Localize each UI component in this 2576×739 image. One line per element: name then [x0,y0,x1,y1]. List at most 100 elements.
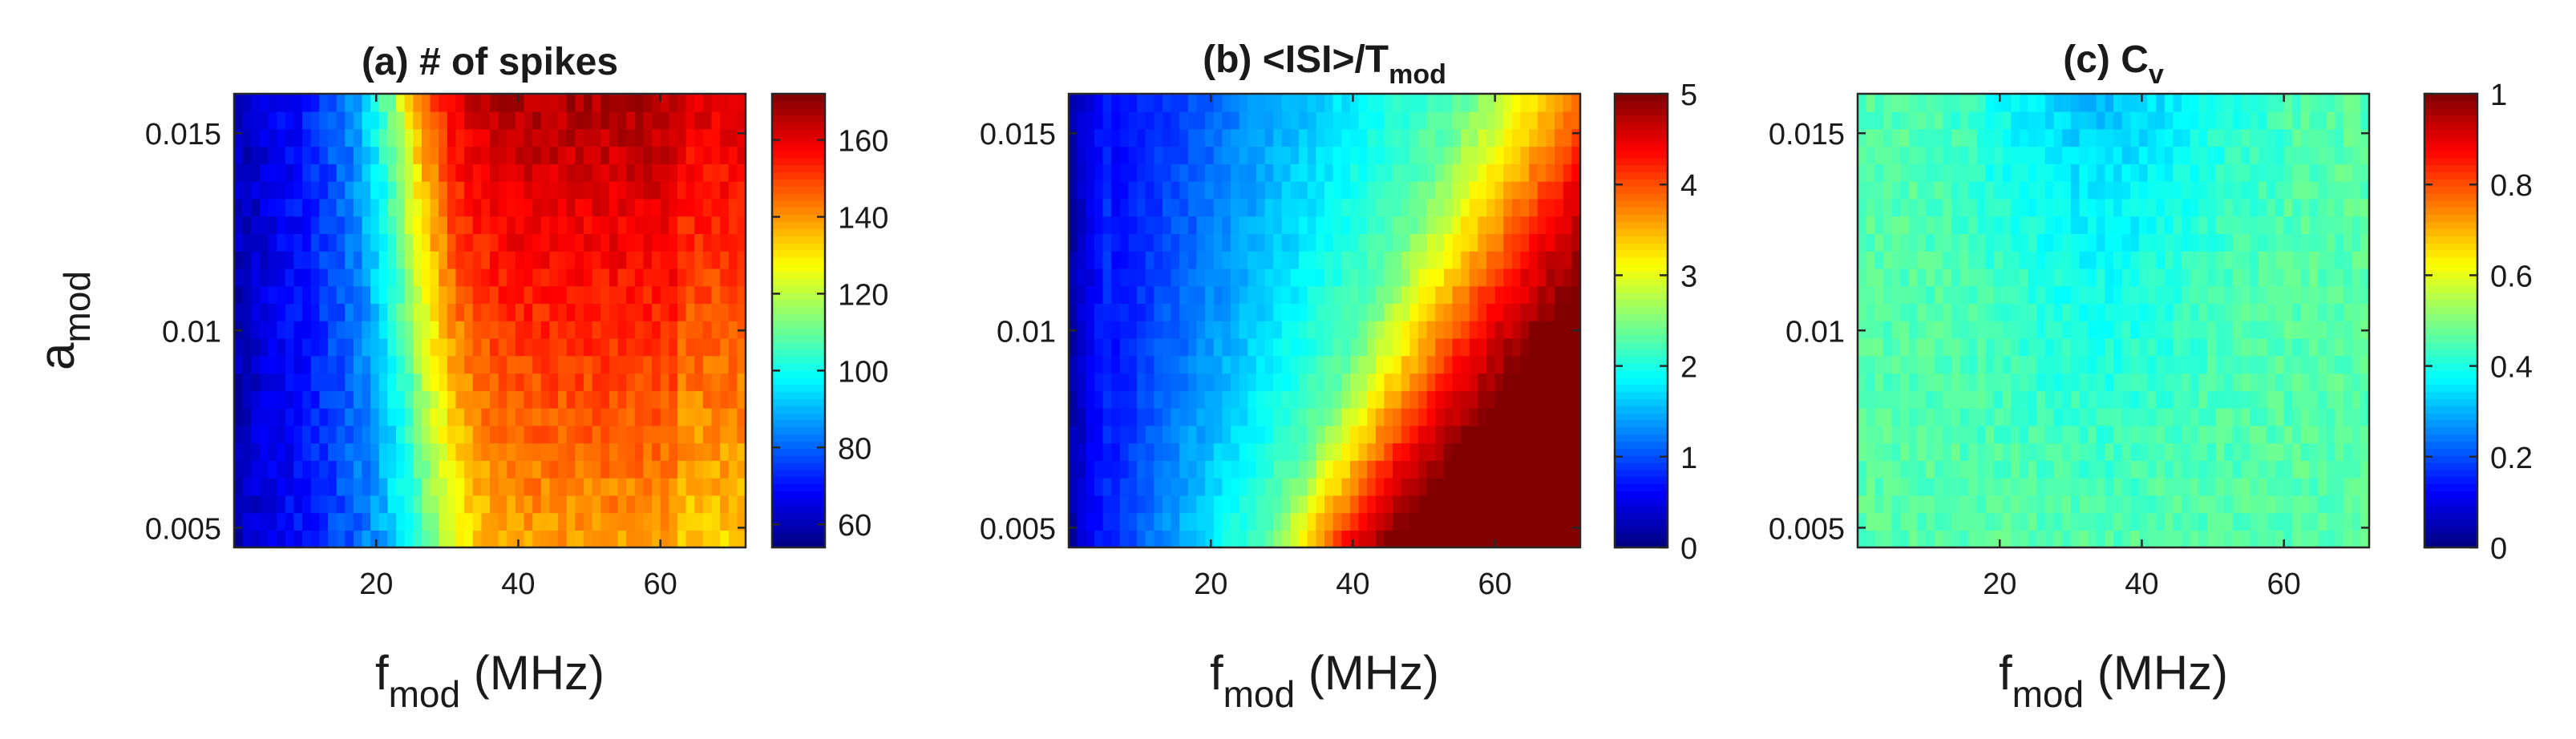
heatmap-cell [2326,268,2336,287]
heatmap-cell [259,180,269,200]
heatmap-cell [702,180,713,200]
heatmap-cell [540,250,551,269]
heatmap-cell [387,425,397,444]
heatmap-cell [1401,180,1411,200]
heatmap-cell [302,373,312,391]
heatmap-cell [336,373,346,391]
heatmap-cell [1959,180,1970,200]
heatmap-cell [2113,321,2123,339]
heatmap-cell [1994,390,2004,409]
heatmap-cell [1162,530,1172,548]
heatmap-cell [2130,285,2140,305]
heatmap-cell [1162,390,1172,409]
heatmap-cell [1307,355,1317,374]
heatmap-cell [2070,250,2081,269]
heatmap-cell [259,407,269,426]
heatmap-cell [1324,285,1334,305]
heatmap-cell [404,373,415,391]
heatmap-cell [1443,111,1454,130]
heatmap-cell [1137,111,1146,130]
heatmap-cell [1874,460,1884,479]
heatmap-cell [2241,180,2250,200]
heatmap-cell [2206,303,2217,321]
heatmap-cell [2079,146,2089,164]
heatmap-cell [1375,285,1385,305]
heatmap-cell [234,495,244,514]
heatmap-cell [2215,233,2226,252]
heatmap-cell [378,128,389,147]
heatmap-cell [447,407,457,426]
heatmap-cell [2283,233,2294,252]
heatmap-cell [447,111,457,130]
heatmap-cell [421,407,431,426]
heatmap-cell [1128,477,1138,496]
heatmap-cell [1874,407,1884,426]
heatmap-cell [234,303,244,321]
heatmap-cell [2206,337,2217,357]
heatmap-cell [1299,180,1308,200]
heatmap-cell [1520,216,1530,234]
heatmap-cell [1196,233,1206,252]
heatmap-cell [1248,111,1257,130]
heatmap-cell [2053,198,2063,217]
heatmap-cell [1435,164,1445,182]
heatmap-cell [285,250,295,269]
heatmap-cell [439,146,448,164]
heatmap-cell [2096,477,2106,496]
heatmap-cell [464,146,474,164]
heatmap-cell [1401,530,1411,548]
heatmap-cell [1959,146,1970,164]
heatmap-cell [1154,390,1163,409]
heatmap-cell [1917,180,1927,200]
heatmap-cell [583,390,593,409]
heatmap-cell [566,216,576,234]
heatmap-cell [1959,407,1970,426]
heatmap-cell [2088,355,2097,374]
heatmap-cell [1943,146,1952,164]
heatmap-cell [1102,373,1112,391]
colorbar-swatch [1615,292,1668,301]
heatmap-cell [1926,180,1935,200]
heatmap-cell [1951,216,1961,234]
heatmap-cell [370,495,380,514]
heatmap-cell [2258,111,2268,130]
heatmap-cell [2164,425,2174,444]
heatmap-cell [575,303,584,321]
heatmap-cell [1435,303,1445,321]
heatmap-cell [1248,94,1257,112]
heatmap-cell [1959,250,1970,269]
heatmap-cell [2053,180,2063,200]
heatmap-cell [2088,198,2097,217]
heatmap-cell [2335,216,2344,234]
heatmap-cell [277,530,286,548]
heatmap-cell [1281,146,1292,164]
heatmap-cell [464,164,474,182]
heatmap-cell [1094,285,1104,305]
colorbar-swatch [1615,200,1668,208]
heatmap-cell [583,216,593,234]
heatmap-cell [2182,512,2191,531]
heatmap-cell [711,128,721,147]
heatmap-cell [1994,180,2004,200]
heatmap-cell [532,373,542,391]
heatmap-cell [481,111,491,130]
colorbar-swatch [2424,384,2477,393]
heatmap-cell [1900,180,1910,200]
heatmap-cell [652,460,661,479]
heatmap-cell [1943,355,1952,374]
heatmap-cell [558,285,568,305]
heatmap-cell [566,180,576,200]
heatmap-cell [2070,111,2081,130]
heatmap-cell [1111,111,1121,130]
heatmap-cell [2283,355,2294,374]
heatmap-cell [601,425,610,444]
heatmap-cell [439,285,448,305]
heatmap-cell [1256,111,1266,130]
heatmap-cell [1968,216,1978,234]
heatmap-cell [2182,198,2191,217]
heatmap-cell [1069,373,1078,391]
heatmap-cell [2002,128,2012,147]
heatmap-cell [1417,94,1428,112]
heatmap-cell [2121,530,2132,548]
heatmap-cell [1985,285,1995,305]
